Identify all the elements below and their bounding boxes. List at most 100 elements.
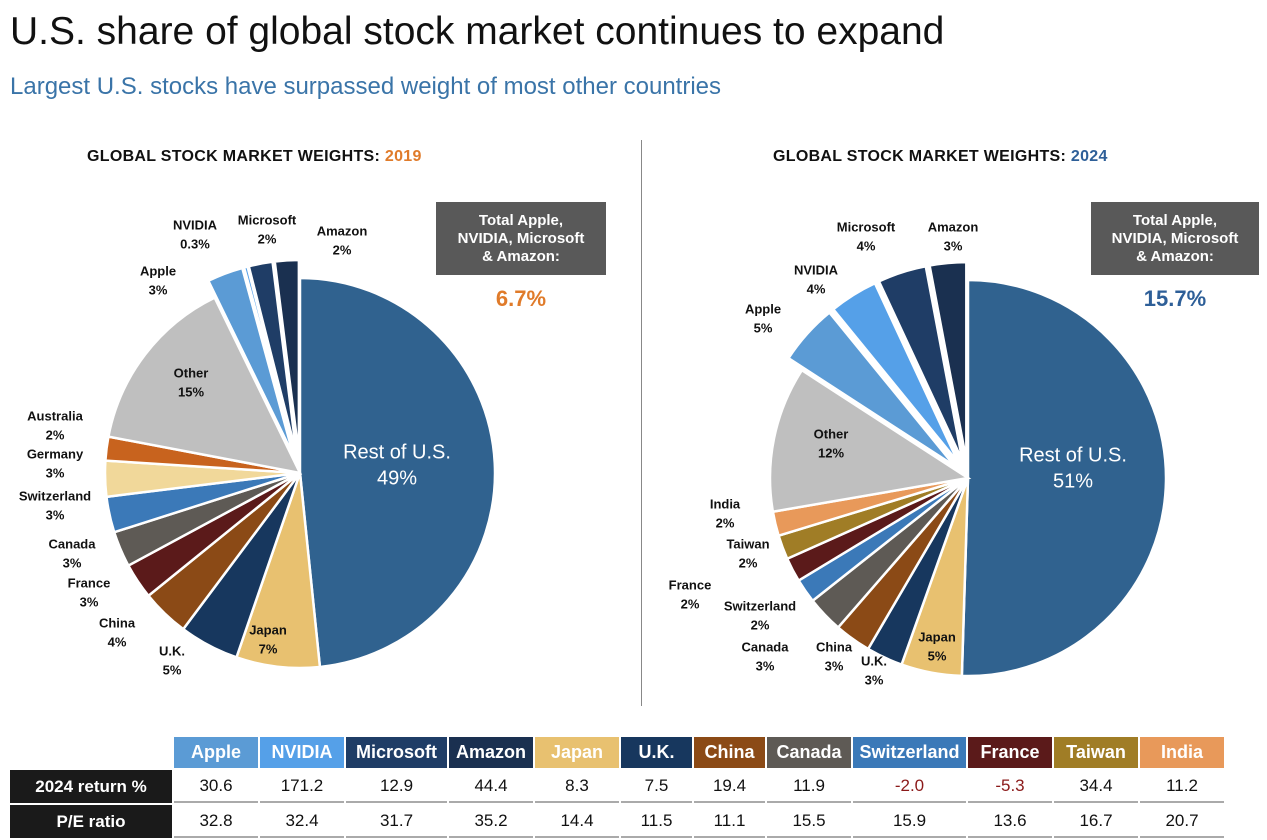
slice-value-label: 2%: [258, 231, 277, 246]
pie-charts: Rest of U.S. 49% Japan 7% U.K. 5% China 4% Franc…: [19, 212, 1168, 687]
table-cell: 16.7: [1054, 805, 1138, 838]
slice-name-label: Microsoft: [238, 212, 297, 227]
slice-name-label: France: [669, 577, 712, 592]
slice-value-label: 5%: [163, 662, 182, 677]
slice-value-label: 49%: [377, 467, 417, 489]
slice-name-label: Other: [814, 426, 849, 441]
column-header: Switzerland: [853, 737, 966, 768]
pie-title-2024: GLOBAL STOCK MARKET WEIGHTS: 2024: [773, 148, 1108, 166]
table-cell: 8.3: [535, 770, 619, 803]
slice-name-label: Switzerland: [724, 598, 796, 613]
slice-value-label: 0.3%: [180, 236, 210, 251]
pie-title-prefix: GLOBAL STOCK MARKET WEIGHTS:: [773, 148, 1071, 165]
slice-value-label: 3%: [825, 658, 844, 673]
table-cell: 30.6: [174, 770, 258, 803]
total-value-2019: 6.7%: [495, 286, 547, 311]
pie-slice-rest-of-u-s-: [298, 276, 497, 669]
table-cell: 15.5: [767, 805, 851, 838]
slice-value-label: 3%: [756, 658, 775, 673]
column-header: Taiwan: [1054, 737, 1138, 768]
column-header: U.K.: [621, 737, 692, 768]
returns-table: Apple NVIDIA Microsoft Amazon Japan U.K. China…: [8, 735, 1226, 840]
table-cell: 20.7: [1140, 805, 1224, 838]
table-cell: 32.4: [260, 805, 344, 838]
table-cell: 14.4: [535, 805, 619, 838]
table-corner: [10, 737, 172, 768]
pie-title-year: 2019: [384, 148, 422, 165]
slice-value-label: 2%: [681, 596, 700, 611]
slice-name-label: Amazon: [317, 223, 368, 238]
divider: [641, 140, 642, 706]
slice-name-label: Apple: [745, 301, 781, 316]
table-row: P/E ratio 32.8 32.4 31.7 35.2 14.4 11.5 11.1 15.…: [10, 805, 1224, 838]
table-cell: -5.3: [968, 770, 1052, 803]
slice-name-label: Japan: [249, 622, 287, 637]
slice-name-label: Apple: [140, 263, 176, 278]
total-value-2024: 15.7%: [1143, 286, 1207, 311]
slice-name-label: Rest of U.S.: [343, 441, 451, 463]
pie-slice-nvidia: [831, 281, 960, 464]
slice-name-label: Microsoft: [837, 219, 896, 234]
table-cell: 13.6: [968, 805, 1052, 838]
column-header: Amazon: [449, 737, 533, 768]
pie-slice-rest-of-u-s-: [960, 278, 1168, 678]
table-cell: 7.5: [621, 770, 692, 803]
slice-value-label: 3%: [46, 507, 65, 522]
slice-name-label: Japan: [918, 629, 956, 644]
slice-name-label: Rest of U.S.: [1019, 444, 1127, 466]
table-cell: 11.9: [767, 770, 851, 803]
slice-name-label: U.K.: [159, 643, 185, 658]
slice-value-label: 2%: [716, 515, 735, 530]
slice-value-label: 3%: [63, 555, 82, 570]
slice-value-label: 3%: [944, 238, 963, 253]
slice-value-label: 5%: [754, 320, 773, 335]
page-title: U.S. share of global stock market contin…: [10, 10, 945, 53]
column-header: Canada: [767, 737, 851, 768]
pie-slice-other: [768, 368, 972, 514]
slice-value-label: 4%: [108, 634, 127, 649]
row-label: P/E ratio: [10, 805, 172, 838]
column-header: Japan: [535, 737, 619, 768]
slice-name-label: China: [99, 615, 136, 630]
slice-value-label: 2%: [46, 427, 65, 442]
slice-name-label: France: [68, 575, 111, 590]
table-cell: 11.2: [1140, 770, 1224, 803]
pie-slice-amazon: [273, 258, 301, 456]
table-cell: 11.5: [621, 805, 692, 838]
slice-value-label: 4%: [807, 281, 826, 296]
page-subtitle: Largest U.S. stocks have surpassed weigh…: [10, 73, 722, 100]
row-label: 2024 return %: [10, 770, 172, 803]
slice-value-label: 3%: [46, 465, 65, 480]
slice-value-label: 3%: [149, 282, 168, 297]
slice-name-label: Taiwan: [726, 536, 769, 551]
table-cell: 32.8: [174, 805, 258, 838]
column-header: Apple: [174, 737, 258, 768]
slice-value-label: 2%: [751, 617, 770, 632]
table-cell: 12.9: [346, 770, 447, 803]
slice-value-label: 7%: [259, 641, 278, 656]
total-box-2024: Total Apple, NVIDIA, Microsoft & Amazon:: [1091, 202, 1259, 275]
slice-name-label: NVIDIA: [173, 217, 218, 232]
column-header: Microsoft: [346, 737, 447, 768]
slice-value-label: 4%: [857, 238, 876, 253]
slice-value-label: 51%: [1053, 470, 1093, 492]
slice-name-label: China: [816, 639, 853, 654]
table-cell: 171.2: [260, 770, 344, 803]
slice-value-label: 2%: [739, 555, 758, 570]
slice-name-label: Canada: [742, 639, 790, 654]
column-header: France: [968, 737, 1052, 768]
pie-slice-amazon: [928, 260, 968, 461]
slice-value-label: 3%: [80, 594, 99, 609]
slice-name-label: NVIDIA: [794, 262, 839, 277]
pie-title-prefix: GLOBAL STOCK MARKET WEIGHTS:: [87, 148, 385, 165]
slice-name-label: Other: [174, 365, 209, 380]
slice-name-label: U.K.: [861, 653, 887, 668]
pie-slice-apple: [786, 310, 956, 468]
slice-name-label: Germany: [27, 446, 84, 461]
slice-name-label: Switzerland: [19, 488, 91, 503]
slice-name-label: Australia: [27, 408, 83, 423]
table-cell: 44.4: [449, 770, 533, 803]
table-cell: 35.2: [449, 805, 533, 838]
slice-name-label: Amazon: [928, 219, 979, 234]
slice-value-label: 2%: [333, 242, 352, 257]
